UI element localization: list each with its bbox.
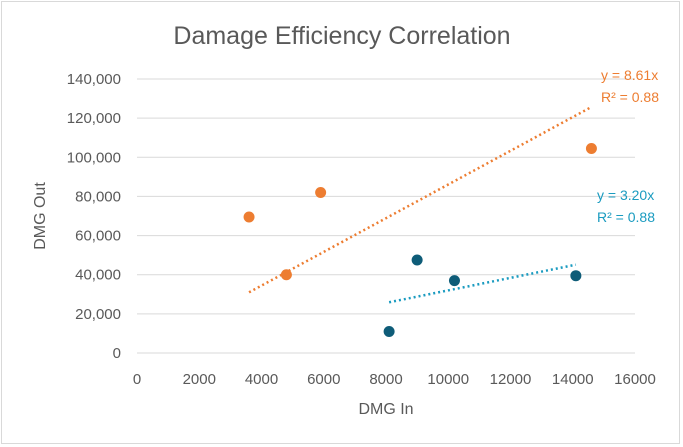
data-point xyxy=(570,270,582,282)
trendline-equation: y = 8.61x xyxy=(601,67,658,83)
y-tick-label: 120,000 xyxy=(67,110,121,127)
gridlines xyxy=(137,78,635,354)
y-tick-labels: 0 20,000 40,000 60,000 80,000 100,000 120,000 1… xyxy=(67,71,121,362)
chart-title: Damage Efficiency Correlation xyxy=(173,22,510,50)
y-tick-label: 140,000 xyxy=(67,71,121,88)
trendline xyxy=(388,263,577,304)
data-point xyxy=(243,211,255,223)
x-tick-label: 10000 xyxy=(427,371,469,388)
y-tick-label: 80,000 xyxy=(75,188,121,205)
y-axis-label: DMG Out xyxy=(32,182,49,250)
y-tick-label: 20,000 xyxy=(75,306,121,323)
x-tick-label: 2000 xyxy=(183,371,216,388)
x-tick-label: 8000 xyxy=(369,371,402,388)
y-tick-label: 60,000 xyxy=(75,228,121,245)
data-point xyxy=(585,142,597,154)
x-tick-label: 16000 xyxy=(614,371,656,388)
y-tick-label: 40,000 xyxy=(75,267,121,284)
trendline-r-squared: R² = 0.88 xyxy=(597,209,655,225)
x-tick-label: 14000 xyxy=(552,371,594,388)
data-point xyxy=(315,187,327,199)
y-tick-label: 0 xyxy=(113,345,121,362)
x-axis-label: DMG In xyxy=(358,401,413,418)
y-tick-label: 100,000 xyxy=(67,149,121,166)
data-points xyxy=(243,142,597,337)
data-point xyxy=(383,325,395,337)
x-tick-label: 0 xyxy=(133,371,141,388)
x-tick-label: 4000 xyxy=(245,371,278,388)
x-tick-label: 12000 xyxy=(490,371,532,388)
trendline-equations: y = 8.61x R² = 0.88 y = 3.20x R² = 0.88 xyxy=(597,67,659,225)
x-tick-labels: 0 2000 4000 6000 8000 10000 12000 14000 16000 xyxy=(133,371,656,388)
trendline-equation: y = 3.20x xyxy=(597,187,654,203)
trendline-r-squared: R² = 0.88 xyxy=(601,89,659,105)
data-point xyxy=(448,275,460,287)
x-tick-label: 6000 xyxy=(307,371,340,388)
data-point xyxy=(411,254,423,266)
data-point xyxy=(280,269,292,281)
trendlines xyxy=(248,105,593,304)
